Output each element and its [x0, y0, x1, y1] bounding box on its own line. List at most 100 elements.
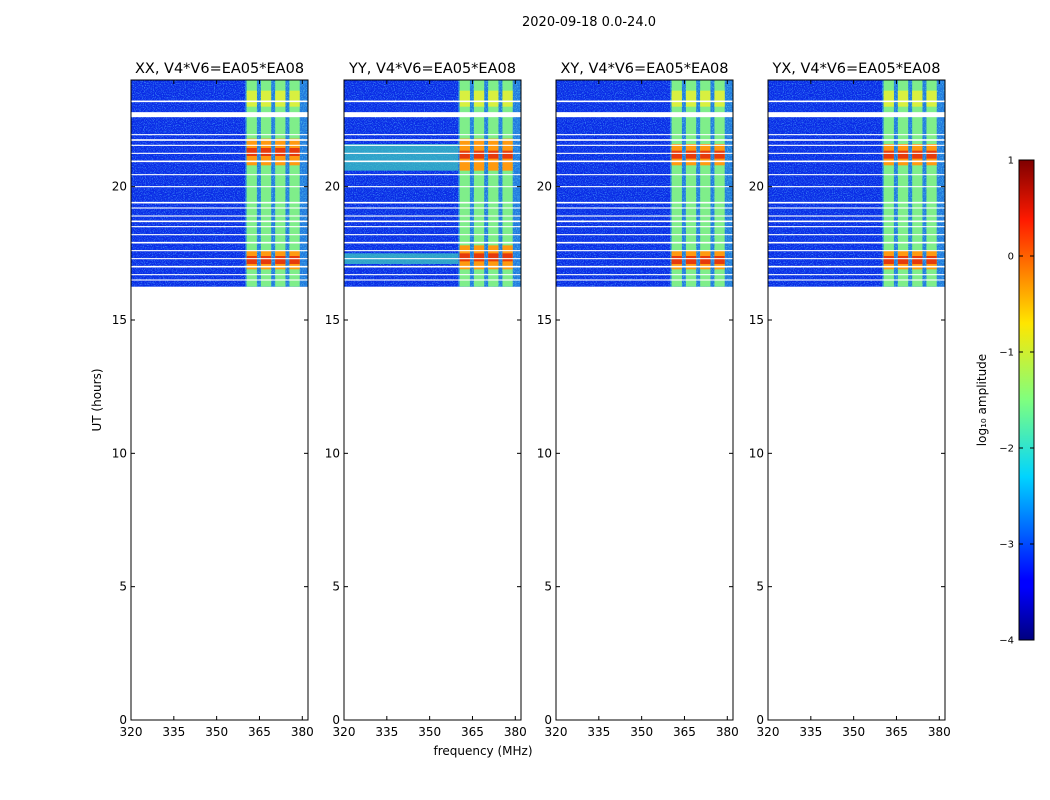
- colorbar: 1 0 −1 −2 −3 −4: [999, 156, 1035, 647]
- rfi-column-3: [488, 80, 499, 287]
- rfi-column-3: [912, 80, 923, 287]
- flagged-row: [768, 226, 945, 228]
- flagged-row: [131, 201, 308, 204]
- flagged-row: [768, 134, 945, 136]
- rfi-peak: [289, 148, 300, 156]
- flagged-row: [768, 144, 945, 146]
- flagged-row: [131, 160, 308, 163]
- flagged-row: [556, 160, 733, 163]
- y-tick-label: 15: [537, 313, 552, 327]
- panel-3: 320 335 350 365 380 0 5 10 15 20 XY, V4*V6=EA05*EA…: [537, 61, 739, 739]
- flagged-row: [556, 279, 733, 281]
- flagged-row: [344, 152, 521, 154]
- rfi-peak: [700, 256, 711, 264]
- y-tick-label: 15: [325, 313, 340, 327]
- flagged-row: [556, 112, 733, 118]
- y-tick-label: 20: [537, 180, 552, 194]
- flagged-row: [768, 265, 945, 268]
- rfi-peak: [926, 150, 937, 159]
- colorbar-label: log₁₀ amplitude: [975, 354, 989, 446]
- flagged-row: [131, 112, 308, 118]
- flagged-row: [131, 258, 308, 260]
- flagged-row: [556, 274, 733, 276]
- rfi-peak: [502, 253, 513, 262]
- y-tick-label: 15: [749, 313, 764, 327]
- y-tick-label: 15: [112, 313, 127, 327]
- y-axis-label: UT (hours): [90, 368, 104, 431]
- rfi-peak: [883, 150, 894, 159]
- flagged-row: [556, 241, 733, 244]
- flagged-row: [344, 220, 521, 223]
- rfi-column-1: [883, 80, 894, 287]
- flagged-row: [556, 215, 733, 217]
- rfi-top-band: [502, 90, 513, 107]
- flagged-row: [556, 226, 733, 228]
- rfi-peak: [685, 150, 697, 159]
- flagged-row: [768, 207, 945, 209]
- x-tick-label: 350: [418, 725, 441, 739]
- rfi-column-4: [714, 80, 725, 287]
- rfi-peak: [897, 150, 909, 159]
- rfi-peak: [912, 150, 923, 159]
- x-tick-label: 320: [757, 725, 780, 739]
- flagged-row: [556, 258, 733, 260]
- flagged-row: [131, 134, 308, 136]
- rfi-peak: [488, 253, 499, 262]
- rfi-peak: [246, 148, 257, 156]
- colorbar-tick-label: 0: [1008, 252, 1014, 263]
- panel-title: XY, V4*V6=EA05*EA08: [560, 61, 728, 77]
- flagged-row: [131, 100, 308, 103]
- rfi-peak: [883, 256, 894, 264]
- flagged-row: [344, 215, 521, 217]
- y-tick-label: 10: [749, 446, 764, 460]
- flagged-row: [344, 279, 521, 281]
- colorbar-tick-label: 1: [1008, 156, 1014, 167]
- x-tick-label: 320: [333, 725, 356, 739]
- x-tick-label: 365: [673, 725, 696, 739]
- y-tick-label: 20: [325, 180, 340, 194]
- colorbar-tick-label: −1: [999, 348, 1014, 359]
- rfi-peak: [671, 150, 682, 159]
- rfi-peak: [700, 150, 711, 159]
- flagged-row: [768, 139, 945, 141]
- x-tick-label: 320: [120, 725, 143, 739]
- rfi-column-1: [671, 80, 682, 287]
- flagged-row: [556, 144, 733, 146]
- rfi-top-band: [685, 90, 697, 107]
- rfi-top-band: [883, 90, 894, 107]
- rfi-peak: [714, 150, 725, 159]
- rfi-peak: [473, 253, 485, 262]
- y-tick-label: 5: [119, 580, 127, 594]
- flagged-row: [556, 134, 733, 136]
- x-tick-label: 335: [799, 725, 822, 739]
- flagged-row: [344, 241, 521, 244]
- y-tick-label: 5: [544, 580, 552, 594]
- rfi-column-1: [246, 80, 257, 287]
- flagged-row: [556, 186, 733, 188]
- rfi-top-band: [700, 90, 711, 107]
- flagged-row: [131, 215, 308, 217]
- flagged-row: [556, 174, 733, 176]
- flagged-row: [131, 152, 308, 154]
- y-tick-label: 10: [325, 446, 340, 460]
- flagged-row: [556, 152, 733, 154]
- rfi-top-band: [246, 90, 257, 107]
- y-tick-label: 0: [119, 713, 127, 727]
- flagged-row: [768, 152, 945, 154]
- flagged-row: [344, 274, 521, 276]
- flagged-row: [768, 279, 945, 281]
- flagged-row: [556, 234, 733, 236]
- flagged-row: [131, 144, 308, 146]
- flagged-row: [556, 207, 733, 209]
- x-tick-label: 335: [162, 725, 185, 739]
- panel-1: 320 335 350 365 380 0 5 10 15 20 XX, V4*V6=EA05*EA…: [112, 61, 314, 739]
- figure-title: 2020-09-18 0.0-24.0: [522, 15, 656, 30]
- flagged-row: [344, 186, 521, 188]
- y-tick-label: 10: [112, 446, 127, 460]
- x-tick-label: 335: [587, 725, 610, 739]
- x-tick-label: 350: [630, 725, 653, 739]
- y-tick-label: 0: [544, 713, 552, 727]
- rfi-top-band: [671, 90, 682, 107]
- rfi-peak: [289, 256, 300, 264]
- flagged-row: [344, 144, 521, 146]
